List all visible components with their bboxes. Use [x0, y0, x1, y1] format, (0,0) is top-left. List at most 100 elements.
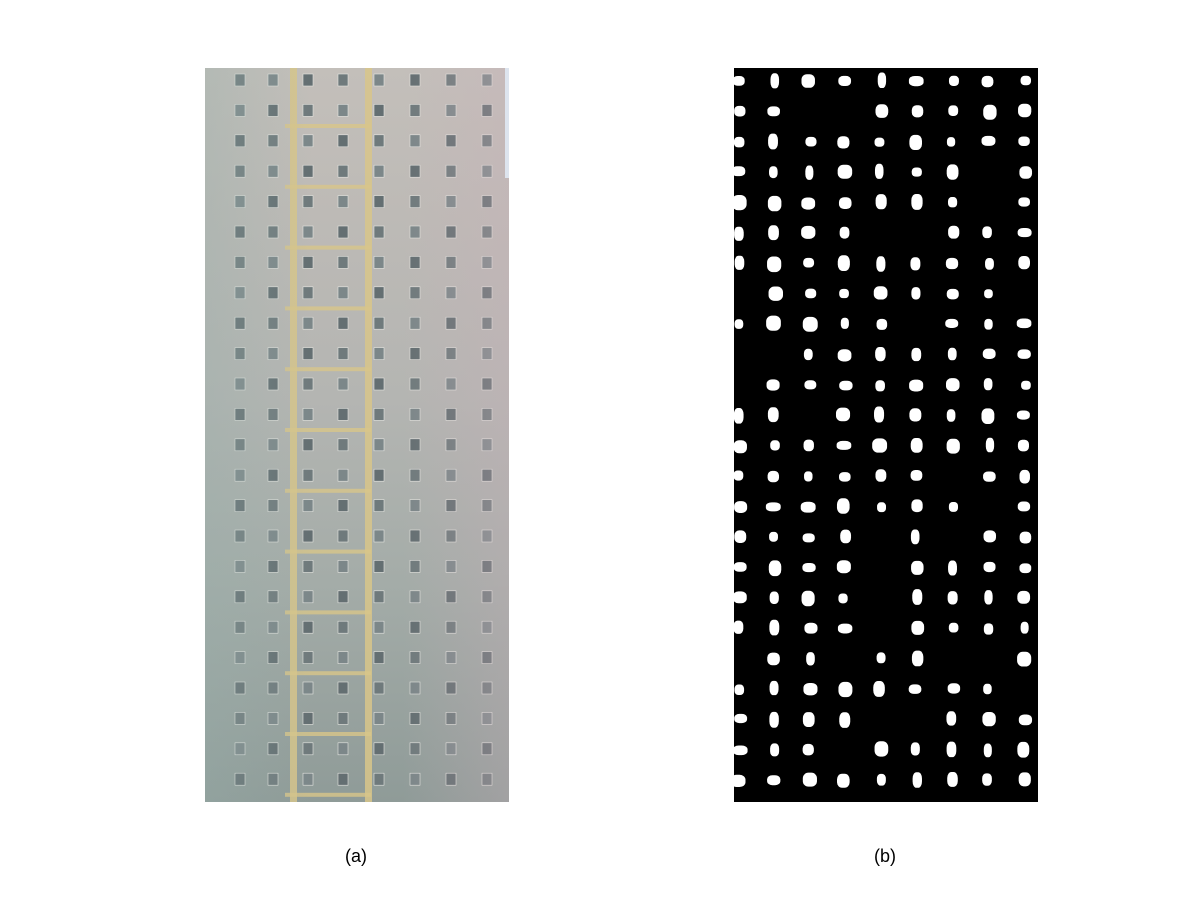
facade-window — [373, 742, 385, 756]
facade-window — [267, 590, 279, 604]
mask-blob — [911, 105, 924, 118]
facade-window — [337, 499, 349, 512]
facade-window — [481, 134, 493, 148]
facade-window — [373, 438, 385, 452]
mask-blob — [839, 712, 851, 728]
facade-window — [302, 651, 314, 664]
mask-blob — [983, 530, 997, 543]
mask-blob — [803, 682, 818, 696]
facade-band — [285, 428, 371, 432]
mask-blob — [803, 348, 813, 361]
facade-window — [481, 529, 493, 543]
facade-window — [337, 408, 349, 421]
mask-blob — [767, 652, 780, 666]
mask-blob — [837, 623, 853, 634]
facade-window — [481, 438, 493, 452]
window-blob-mask-image — [734, 72, 1033, 788]
mask-blob — [839, 472, 851, 482]
facade-window — [445, 134, 457, 148]
mask-blob — [839, 288, 849, 299]
facade-column — [365, 68, 372, 802]
mask-blob — [734, 745, 748, 756]
mask-blob — [948, 501, 959, 512]
mask-blob — [801, 197, 816, 210]
facade-window — [234, 316, 246, 330]
facade-window — [337, 438, 349, 452]
mask-blob — [835, 407, 851, 422]
facade-window — [337, 225, 349, 239]
mask-blob — [877, 72, 887, 89]
mask-blob — [840, 529, 852, 544]
mask-blob — [1020, 621, 1029, 634]
facade-window — [302, 225, 314, 239]
mask-blob — [908, 75, 924, 87]
mask-blob — [840, 317, 849, 329]
mask-blob — [874, 741, 889, 757]
facade-window — [481, 256, 493, 269]
mask-blob — [981, 75, 994, 88]
mask-blob — [766, 315, 781, 331]
facade-window — [337, 316, 349, 330]
facade-window — [302, 772, 314, 786]
sky-strip — [505, 68, 509, 178]
facade-window — [445, 408, 457, 421]
mask-blob — [877, 502, 887, 513]
mask-blob — [985, 258, 994, 270]
facade-window — [337, 73, 349, 87]
facade-window — [267, 377, 279, 391]
facade-window — [373, 772, 385, 786]
facade-window — [445, 681, 457, 695]
mask-blob — [769, 711, 779, 728]
mask-blob — [770, 743, 780, 757]
mask-blob — [802, 533, 815, 543]
facade-window — [481, 104, 493, 117]
mask-blob — [801, 590, 815, 607]
facade-window — [481, 347, 493, 360]
facade-window — [481, 408, 493, 421]
facade-band — [285, 488, 371, 493]
mask-blob — [734, 440, 747, 454]
mask-blob — [982, 226, 992, 239]
mask-blob — [1018, 136, 1030, 146]
facade-window — [373, 225, 385, 239]
facade-window — [373, 316, 385, 330]
mask-blob — [837, 136, 850, 149]
mask-blob — [769, 166, 778, 179]
facade-window — [445, 316, 457, 330]
facade-window — [481, 651, 493, 664]
mask-blob — [734, 226, 744, 241]
facade-window — [234, 195, 246, 208]
facade-window — [409, 134, 421, 148]
mask-blob — [1017, 741, 1030, 758]
mask-blob — [767, 407, 779, 423]
facade-window — [445, 499, 457, 512]
facade-window — [409, 225, 421, 239]
mask-blob — [1019, 469, 1030, 484]
mask-blob — [945, 257, 959, 270]
mask-blob — [873, 286, 888, 300]
mask-blob — [1016, 318, 1032, 329]
facade-window — [234, 620, 246, 634]
facade-window — [302, 316, 314, 330]
mask-blob — [910, 742, 920, 756]
mask-blob — [1017, 439, 1029, 452]
facade-window — [267, 712, 279, 725]
facade-window — [234, 712, 246, 725]
facade-window — [267, 195, 279, 208]
mask-blob — [767, 106, 780, 117]
facade-window — [337, 772, 349, 786]
caption-b: (b) — [874, 846, 896, 866]
facade-band — [285, 367, 371, 372]
facade-window — [267, 529, 279, 543]
mask-blob — [983, 104, 997, 120]
facade-window — [373, 134, 385, 148]
mask-blob — [839, 380, 853, 391]
facade-window — [337, 560, 349, 573]
facade-window — [409, 408, 421, 421]
mask-blob — [767, 775, 781, 786]
facade-window — [409, 286, 421, 300]
facade-window — [267, 134, 279, 148]
mask-blob — [1017, 501, 1031, 512]
mask-blob — [801, 225, 816, 239]
mask-blob — [802, 562, 816, 573]
